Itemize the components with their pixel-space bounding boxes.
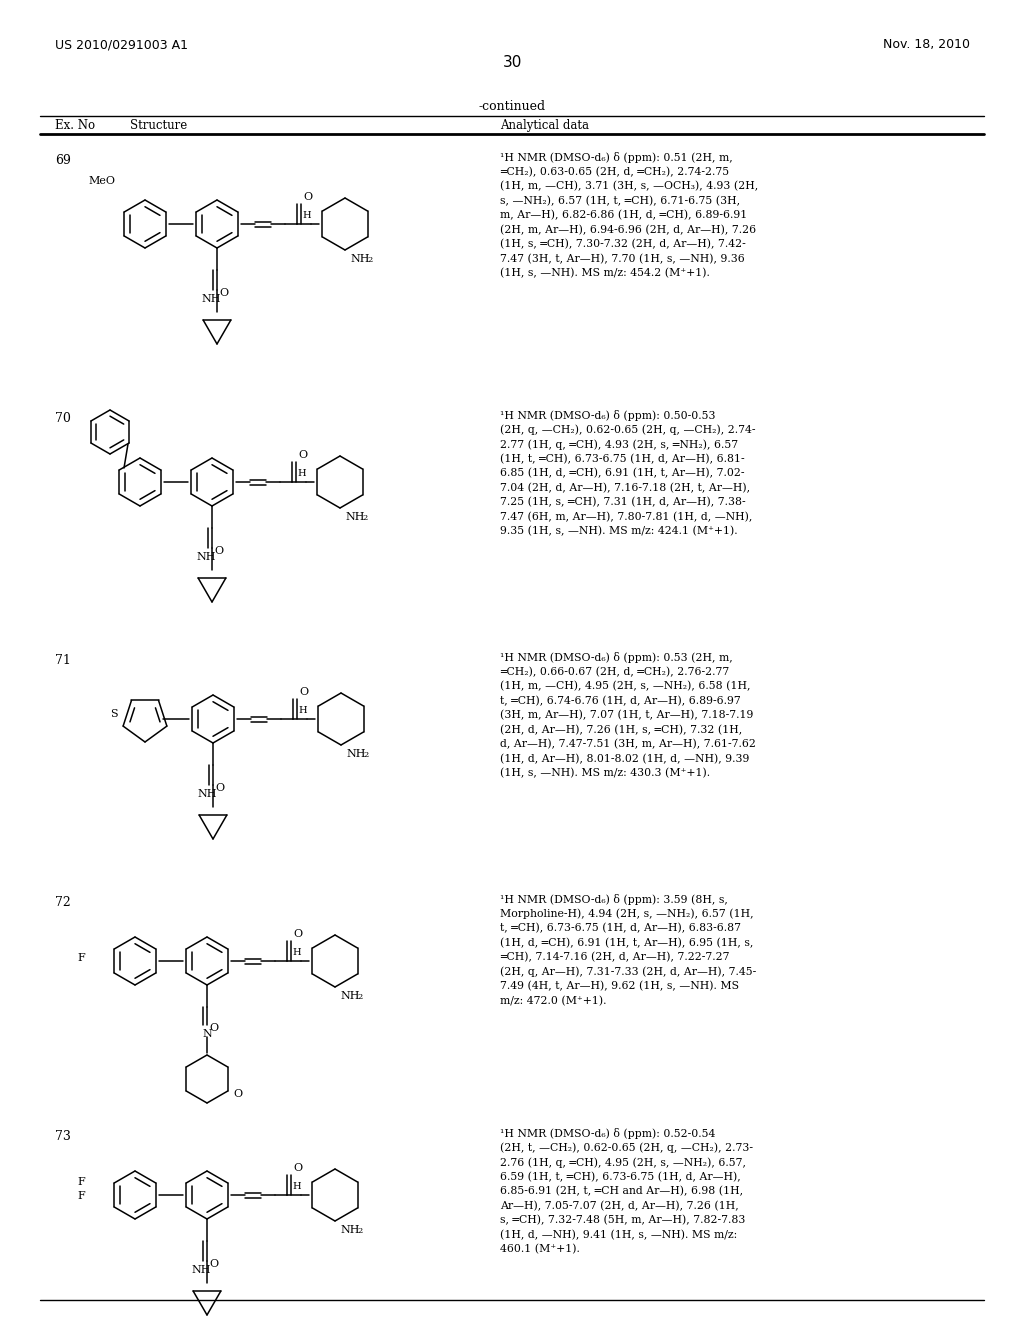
Text: (1H, m, —CH), 4.95 (2H, s, —NH₂), 6.58 (1H,: (1H, m, —CH), 4.95 (2H, s, —NH₂), 6.58 (… [500,681,751,692]
Text: O: O [219,288,228,298]
Text: 7.25 (1H, s, ═CH), 7.31 (1H, d, Ar—H), 7.38-: 7.25 (1H, s, ═CH), 7.31 (1H, d, Ar—H), 7… [500,498,745,507]
Text: (2H, t, —CH₂), 0.62-0.65 (2H, q, —CH₂), 2.73-: (2H, t, —CH₂), 0.62-0.65 (2H, q, —CH₂), … [500,1143,753,1154]
Text: ═CH), 7.14-7.16 (2H, d, Ar—H), 7.22-7.27: ═CH), 7.14-7.16 (2H, d, Ar—H), 7.22-7.27 [500,952,729,962]
Text: O: O [215,783,224,793]
Text: Structure: Structure [130,119,187,132]
Text: 71: 71 [55,653,71,667]
Text: H: H [292,948,301,957]
Text: F: F [77,1177,85,1187]
Text: 2: 2 [362,751,369,759]
Text: (1H, s, —NH). MS m/z: 454.2 (M⁺+1).: (1H, s, —NH). MS m/z: 454.2 (M⁺+1). [500,268,710,279]
Text: NH: NH [201,294,220,304]
Text: 70: 70 [55,412,71,425]
Text: Ex. No: Ex. No [55,119,95,132]
Text: O: O [209,1259,218,1269]
Text: (3H, m, Ar—H), 7.07 (1H, t, Ar—H), 7.18-7.19: (3H, m, Ar—H), 7.07 (1H, t, Ar—H), 7.18-… [500,710,754,721]
Text: 7.04 (2H, d, Ar—H), 7.16-7.18 (2H, t, Ar—H),: 7.04 (2H, d, Ar—H), 7.16-7.18 (2H, t, Ar… [500,483,751,492]
Text: O: O [293,1163,302,1173]
Text: 2.77 (1H, q, ═CH), 4.93 (2H, s, ═NH₂), 6.57: 2.77 (1H, q, ═CH), 4.93 (2H, s, ═NH₂), 6… [500,440,738,450]
Text: H: H [298,706,306,715]
Text: 6.85-6.91 (2H, t, ═CH and Ar—H), 6.98 (1H,: 6.85-6.91 (2H, t, ═CH and Ar—H), 6.98 (1… [500,1185,743,1196]
Text: 2: 2 [357,993,362,1001]
Text: NH: NH [196,552,215,562]
Text: 7.47 (6H, m, Ar—H), 7.80-7.81 (1H, d, —NH),: 7.47 (6H, m, Ar—H), 7.80-7.81 (1H, d, —N… [500,511,753,521]
Text: t, ═CH), 6.74-6.76 (1H, d, Ar—H), 6.89-6.97: t, ═CH), 6.74-6.76 (1H, d, Ar—H), 6.89-6… [500,696,740,706]
Text: NH: NH [197,789,216,799]
Text: Ar—H), 7.05-7.07 (2H, d, Ar—H), 7.26 (1H,: Ar—H), 7.05-7.07 (2H, d, Ar—H), 7.26 (1H… [500,1200,738,1210]
Text: F: F [77,1191,85,1201]
Text: H: H [292,1181,301,1191]
Text: (2H, m, Ar—H), 6.94-6.96 (2H, d, Ar—H), 7.26: (2H, m, Ar—H), 6.94-6.96 (2H, d, Ar—H), … [500,224,756,235]
Text: s, ═CH), 7.32-7.48 (5H, m, Ar—H), 7.82-7.83: s, ═CH), 7.32-7.48 (5H, m, Ar—H), 7.82-7… [500,1214,745,1225]
Text: H: H [297,469,305,478]
Text: 6.59 (1H, t, ═CH), 6.73-6.75 (1H, d, Ar—H),: 6.59 (1H, t, ═CH), 6.73-6.75 (1H, d, Ar—… [500,1172,740,1181]
Text: 30: 30 [503,55,521,70]
Text: NH: NH [346,748,366,759]
Text: Nov. 18, 2010: Nov. 18, 2010 [883,38,970,51]
Text: (1H, s, —NH). MS m/z: 430.3 (M⁺+1).: (1H, s, —NH). MS m/z: 430.3 (M⁺+1). [500,768,710,779]
Text: m/z: 472.0 (M⁺+1).: m/z: 472.0 (M⁺+1). [500,995,606,1006]
Text: NH: NH [345,512,365,521]
Text: d, Ar—H), 7.47-7.51 (3H, m, Ar—H), 7.61-7.62: d, Ar—H), 7.47-7.51 (3H, m, Ar—H), 7.61-… [500,739,756,750]
Text: ¹H NMR (DMSO-d₆) δ (ppm): 0.51 (2H, m,: ¹H NMR (DMSO-d₆) δ (ppm): 0.51 (2H, m, [500,152,733,162]
Text: F: F [77,953,85,964]
Text: s, —NH₂), 6.57 (1H, t, ═CH), 6.71-6.75 (3H,: s, —NH₂), 6.57 (1H, t, ═CH), 6.71-6.75 (… [500,195,740,206]
Text: 73: 73 [55,1130,71,1143]
Text: 72: 72 [55,896,71,909]
Text: Morpholine-H), 4.94 (2H, s, —NH₂), 6.57 (1H,: Morpholine-H), 4.94 (2H, s, —NH₂), 6.57 … [500,908,754,919]
Text: (2H, q, —CH₂), 0.62-0.65 (2H, q, —CH₂), 2.74-: (2H, q, —CH₂), 0.62-0.65 (2H, q, —CH₂), … [500,425,756,436]
Text: H: H [302,211,310,220]
Text: O: O [233,1089,242,1100]
Text: (1H, d, Ar—H), 8.01-8.02 (1H, d, —NH), 9.39: (1H, d, Ar—H), 8.01-8.02 (1H, d, —NH), 9… [500,754,750,764]
Text: O: O [299,686,308,697]
Text: t, ═CH), 6.73-6.75 (1H, d, Ar—H), 6.83-6.87: t, ═CH), 6.73-6.75 (1H, d, Ar—H), 6.83-6… [500,923,741,933]
Text: (1H, d, ═CH), 6.91 (1H, t, Ar—H), 6.95 (1H, s,: (1H, d, ═CH), 6.91 (1H, t, Ar—H), 6.95 (… [500,937,754,948]
Text: NH: NH [350,253,370,264]
Text: 2.76 (1H, q, ═CH), 4.95 (2H, s, —NH₂), 6.57,: 2.76 (1H, q, ═CH), 4.95 (2H, s, —NH₂), 6… [500,1158,746,1168]
Text: Analytical data: Analytical data [500,119,589,132]
Text: ¹H NMR (DMSO-d₆) δ (ppm): 0.52-0.54: ¹H NMR (DMSO-d₆) δ (ppm): 0.52-0.54 [500,1129,716,1139]
Text: MeO: MeO [88,176,115,186]
Text: 9.35 (1H, s, —NH). MS m/z: 424.1 (M⁺+1).: 9.35 (1H, s, —NH). MS m/z: 424.1 (M⁺+1). [500,525,737,536]
Text: 7.49 (4H, t, Ar—H), 9.62 (1H, s, —NH). MS: 7.49 (4H, t, Ar—H), 9.62 (1H, s, —NH). M… [500,981,739,991]
Text: O: O [303,191,312,202]
Text: S: S [110,709,118,719]
Text: ¹H NMR (DMSO-d₆) δ (ppm): 0.53 (2H, m,: ¹H NMR (DMSO-d₆) δ (ppm): 0.53 (2H, m, [500,652,733,663]
Text: NH: NH [340,1225,359,1236]
Text: 6.85 (1H, d, ═CH), 6.91 (1H, t, Ar—H), 7.02-: 6.85 (1H, d, ═CH), 6.91 (1H, t, Ar—H), 7… [500,469,744,478]
Text: 2: 2 [357,1228,362,1236]
Text: (1H, d, —NH), 9.41 (1H, s, —NH). MS m/z:: (1H, d, —NH), 9.41 (1H, s, —NH). MS m/z: [500,1229,737,1239]
Text: ═CH₂), 0.63-0.65 (2H, d, ═CH₂), 2.74-2.75: ═CH₂), 0.63-0.65 (2H, d, ═CH₂), 2.74-2.7… [500,166,729,177]
Text: (2H, q, Ar—H), 7.31-7.33 (2H, d, Ar—H), 7.45-: (2H, q, Ar—H), 7.31-7.33 (2H, d, Ar—H), … [500,966,757,977]
Text: (1H, t, ═CH), 6.73-6.75 (1H, d, Ar—H), 6.81-: (1H, t, ═CH), 6.73-6.75 (1H, d, Ar—H), 6… [500,454,744,463]
Text: NH: NH [191,1265,211,1275]
Text: O: O [209,1023,218,1034]
Text: 7.47 (3H, t, Ar—H), 7.70 (1H, s, —NH), 9.36: 7.47 (3H, t, Ar—H), 7.70 (1H, s, —NH), 9… [500,253,744,264]
Text: 2: 2 [362,513,368,521]
Text: m, Ar—H), 6.82-6.86 (1H, d, ═CH), 6.89-6.91: m, Ar—H), 6.82-6.86 (1H, d, ═CH), 6.89-6… [500,210,748,220]
Text: (1H, s, ═CH), 7.30-7.32 (2H, d, Ar—H), 7.42-: (1H, s, ═CH), 7.30-7.32 (2H, d, Ar—H), 7… [500,239,745,249]
Text: O: O [298,450,307,459]
Text: O: O [214,546,223,556]
Text: O: O [293,929,302,939]
Text: (1H, m, —CH), 3.71 (3H, s, —OCH₃), 4.93 (2H,: (1H, m, —CH), 3.71 (3H, s, —OCH₃), 4.93 … [500,181,758,191]
Text: 69: 69 [55,154,71,168]
Text: ═CH₂), 0.66-0.67 (2H, d, ═CH₂), 2.76-2.77: ═CH₂), 0.66-0.67 (2H, d, ═CH₂), 2.76-2.7… [500,667,729,677]
Text: -continued: -continued [478,100,546,114]
Text: N: N [202,1030,212,1039]
Text: ¹H NMR (DMSO-d₆) δ (ppm): 0.50-0.53: ¹H NMR (DMSO-d₆) δ (ppm): 0.50-0.53 [500,411,716,421]
Text: 460.1 (M⁺+1).: 460.1 (M⁺+1). [500,1243,580,1254]
Text: (2H, d, Ar—H), 7.26 (1H, s, ═CH), 7.32 (1H,: (2H, d, Ar—H), 7.26 (1H, s, ═CH), 7.32 (… [500,725,742,735]
Text: 2: 2 [367,256,373,264]
Text: US 2010/0291003 A1: US 2010/0291003 A1 [55,38,188,51]
Text: ¹H NMR (DMSO-d₆) δ (ppm): 3.59 (8H, s,: ¹H NMR (DMSO-d₆) δ (ppm): 3.59 (8H, s, [500,894,728,906]
Text: NH: NH [340,991,359,1001]
